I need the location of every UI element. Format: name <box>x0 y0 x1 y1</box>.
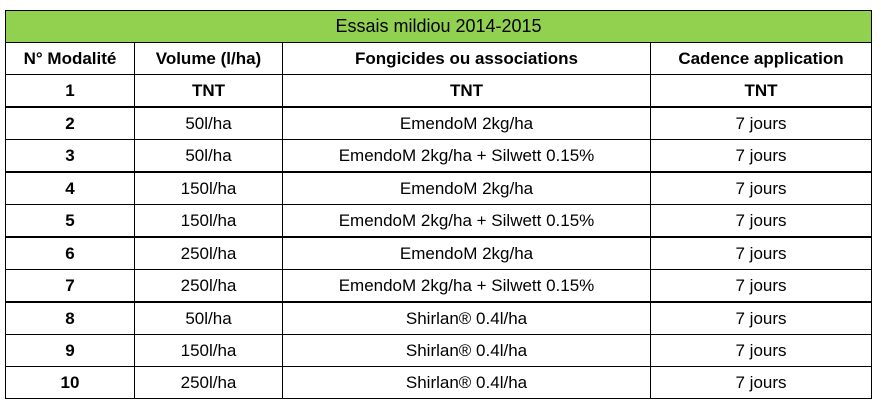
table-row: 2 50l/ha EmendoM 2kg/ha 7 jours <box>5 106 872 140</box>
table-row: 3 50l/ha EmendoM 2kg/ha + Silwett 0.15% 7 j… <box>5 139 872 173</box>
table-cell: 8 <box>5 301 135 335</box>
table-cell: 2 <box>5 106 135 140</box>
column-header: Fongicides ou associations <box>282 42 651 75</box>
table-row: 9 150l/ha Shirlan® 0.4l/ha 7 jours <box>5 334 872 367</box>
table-cell: EmendoM 2kg/ha + Silwett 0.15% <box>282 269 651 303</box>
column-header: Volume (l/ha) <box>134 42 283 75</box>
table-row: 10 250l/ha Shirlan® 0.4l/ha 7 jours <box>5 366 872 399</box>
title-row: Essais mildiou 2014-2015 <box>5 10 872 43</box>
table-cell: 7 <box>5 269 135 303</box>
column-header: Cadence application <box>650 42 872 75</box>
table-row: 1 TNT TNT TNT <box>5 74 872 108</box>
table-cell: 50l/ha <box>134 139 283 173</box>
table-cell: 7 jours <box>650 269 872 303</box>
table-cell: 7 jours <box>650 334 872 367</box>
table-cell: 6 <box>5 236 135 270</box>
table-cell: 250l/ha <box>134 236 283 270</box>
table-cell: 150l/ha <box>134 334 283 367</box>
table-cell: EmendoM 2kg/ha <box>282 171 651 205</box>
table-cell: EmendoM 2kg/ha <box>282 106 651 140</box>
table-row: 5 150l/ha EmendoM 2kg/ha + Silwett 0.15% 7 … <box>5 204 872 238</box>
table-cell: 7 jours <box>650 106 872 140</box>
table-cell: 9 <box>5 334 135 367</box>
table-cell: EmendoM 2kg/ha + Silwett 0.15% <box>282 139 651 173</box>
table-cell: 7 jours <box>650 139 872 173</box>
table-cell: TNT <box>282 74 651 108</box>
table-cell: 50l/ha <box>134 106 283 140</box>
table-cell: 50l/ha <box>134 301 283 335</box>
table-cell: 4 <box>5 171 135 205</box>
column-header: N° Modalité <box>5 42 135 75</box>
table-row: 4 150l/ha EmendoM 2kg/ha 7 jours <box>5 171 872 205</box>
header-row: N° Modalité Volume (l/ha) Fongicides ou as… <box>5 42 872 75</box>
table-row: 6 250l/ha EmendoM 2kg/ha 7 jours <box>5 236 872 270</box>
table-cell: 150l/ha <box>134 204 283 238</box>
table-cell: Shirlan® 0.4l/ha <box>282 301 651 335</box>
table-cell: 10 <box>5 366 135 399</box>
table-cell: EmendoM 2kg/ha <box>282 236 651 270</box>
table-cell: 250l/ha <box>134 269 283 303</box>
table-cell: 3 <box>5 139 135 173</box>
table-cell: TNT <box>650 74 872 108</box>
table-cell: 7 jours <box>650 204 872 238</box>
table-cell: 250l/ha <box>134 366 283 399</box>
trial-table: Essais mildiou 2014-2015 N° Modalité Volum… <box>5 10 872 399</box>
table-cell: Shirlan® 0.4l/ha <box>282 334 651 367</box>
table-cell: Shirlan® 0.4l/ha <box>282 366 651 399</box>
table-row: 7 250l/ha EmendoM 2kg/ha + Silwett 0.15% 7 … <box>5 269 872 303</box>
table-cell: 7 jours <box>650 301 872 335</box>
table-cell: 1 <box>5 74 135 108</box>
table-cell: 7 jours <box>650 236 872 270</box>
table-cell: 7 jours <box>650 171 872 205</box>
table-cell: TNT <box>134 74 283 108</box>
table-cell: 7 jours <box>650 366 872 399</box>
table-cell: 5 <box>5 204 135 238</box>
table-title: Essais mildiou 2014-2015 <box>5 10 872 43</box>
table-cell: 150l/ha <box>134 171 283 205</box>
table-cell: EmendoM 2kg/ha + Silwett 0.15% <box>282 204 651 238</box>
table-row: 8 50l/ha Shirlan® 0.4l/ha 7 jours <box>5 301 872 335</box>
